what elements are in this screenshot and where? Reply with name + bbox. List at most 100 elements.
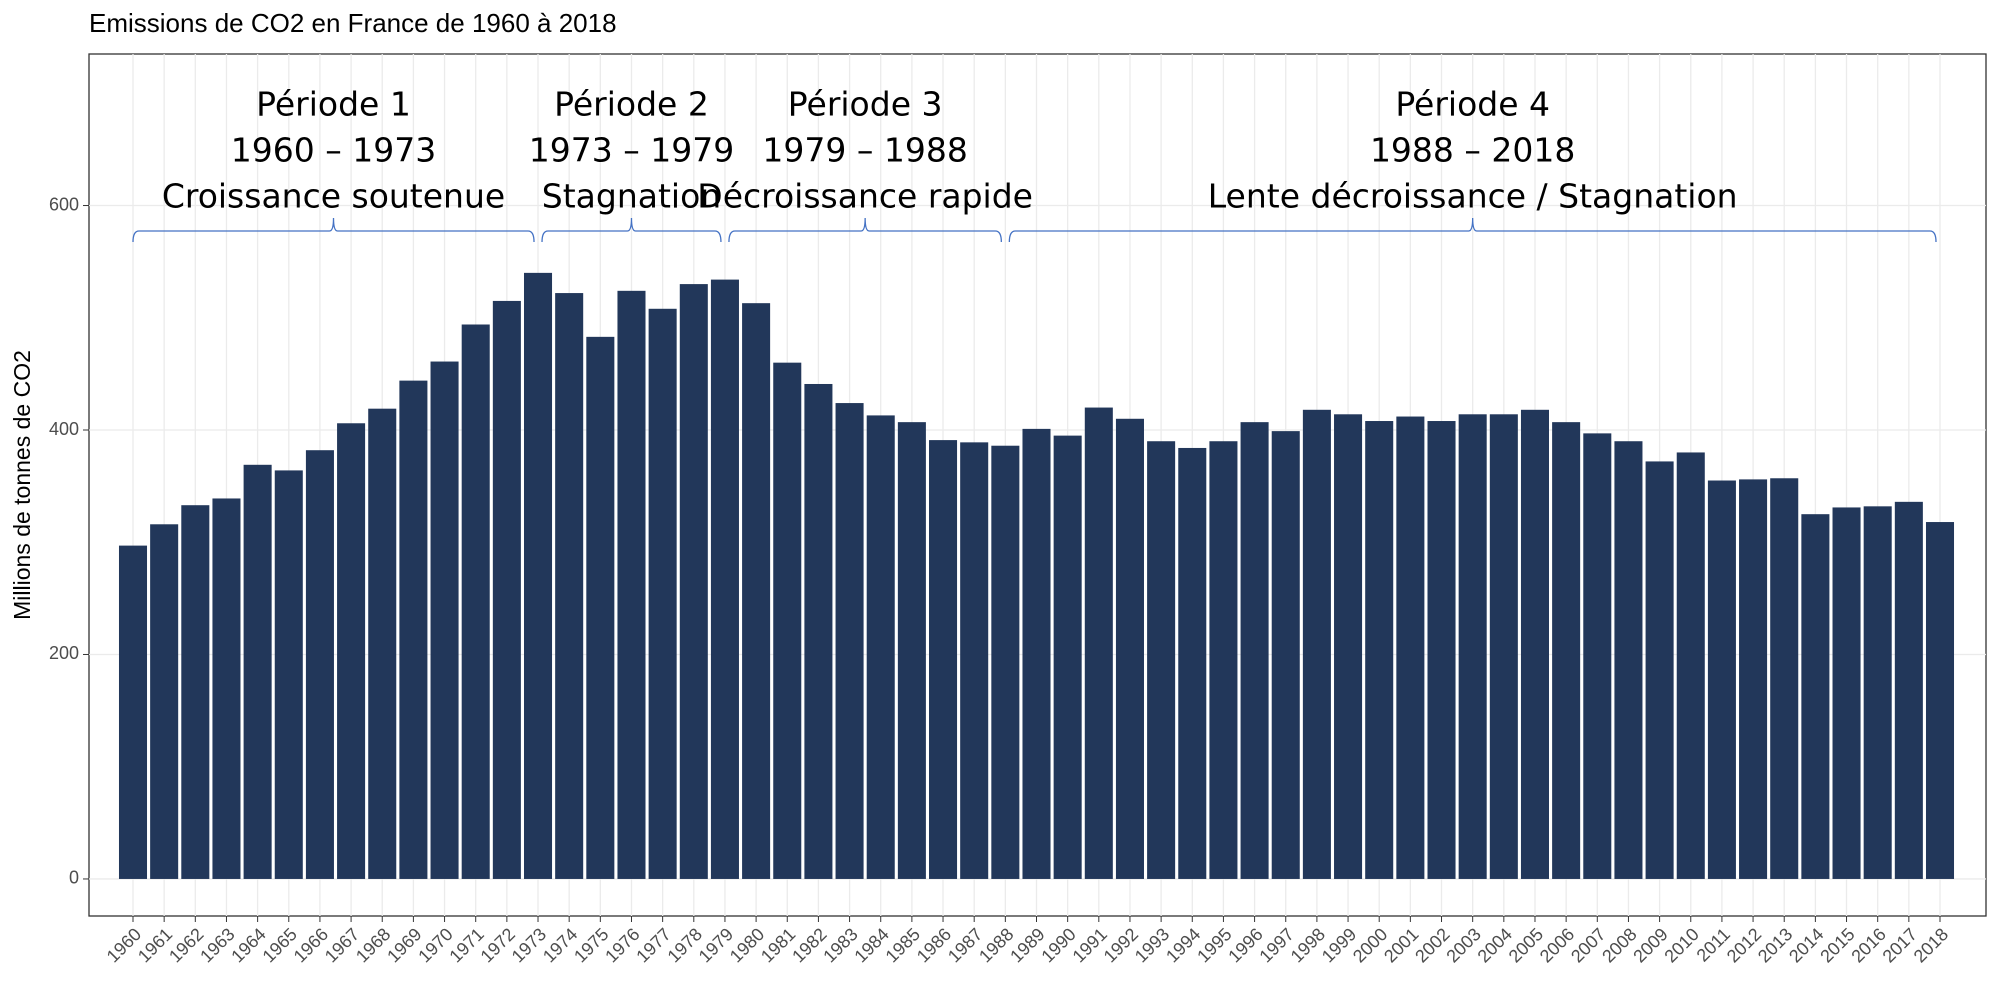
x-tick-label: 1988 (975, 924, 1017, 966)
y-tick-label: 600 (49, 194, 79, 214)
x-tick-label: 1977 (632, 924, 674, 966)
period-label: 1973 – 1979 (529, 131, 734, 170)
x-tick-label: 2000 (1349, 924, 1391, 966)
x-tick-label: 1998 (1287, 924, 1329, 966)
x-tick-label: 1990 (1037, 924, 1079, 966)
x-tick-label: 2004 (1474, 924, 1516, 966)
x-tick-label: 1986 (913, 924, 955, 966)
x-tick-label: 1982 (788, 924, 830, 966)
x-tick-label: 1961 (134, 924, 176, 966)
bar (1676, 452, 1705, 879)
bar (648, 308, 677, 879)
bar (929, 440, 958, 879)
x-tick-label: 1996 (1224, 924, 1266, 966)
x-tick-label: 2013 (1754, 924, 1796, 966)
x-tick-label: 1981 (757, 924, 799, 966)
bar (1302, 409, 1331, 879)
chart-title: Emissions de CO2 en France de 1960 à 201… (89, 8, 617, 38)
bar (1396, 416, 1425, 879)
period-label: 1960 – 1973 (231, 131, 436, 170)
x-tick-label: 1987 (944, 924, 986, 966)
x-tick-label: 1973 (508, 924, 550, 966)
bar (1458, 414, 1487, 879)
bar (1209, 441, 1238, 879)
bar (1801, 514, 1830, 879)
period-bracket (1008, 217, 1937, 243)
bar (118, 545, 148, 879)
period-label: Stagnation (542, 177, 721, 216)
bar (991, 445, 1020, 879)
x-tick-label: 2007 (1567, 924, 1609, 966)
x-tick-label: 1964 (227, 924, 269, 966)
x-tick-label: 1978 (664, 924, 706, 966)
bar (1645, 461, 1674, 879)
bar (586, 336, 615, 879)
bar (1084, 407, 1113, 879)
bar (1832, 507, 1861, 879)
x-tick-label: 2016 (1847, 924, 1889, 966)
x-tick-label: 2010 (1660, 924, 1702, 966)
period-label: Croissance soutenue (162, 177, 505, 216)
bar (492, 300, 521, 879)
x-tick-label: 2003 (1442, 924, 1484, 966)
bar (866, 415, 895, 879)
x-tick-label: 1989 (1006, 924, 1048, 966)
period-label: Période 3 (788, 85, 943, 124)
period-label: Lente décroissance / Stagnation (1208, 177, 1738, 216)
period-label: Décroissance rapide (697, 177, 1033, 216)
x-tick-label: 1965 (259, 924, 301, 966)
x-tick-label: 1991 (1069, 924, 1111, 966)
y-tick-label: 0 (69, 868, 79, 888)
x-tick-label: 2012 (1723, 924, 1765, 966)
bar (1115, 418, 1144, 879)
x-tick-label: 2006 (1536, 924, 1578, 966)
bar (679, 284, 708, 879)
period-label: Période 1 (256, 85, 411, 124)
bar (1053, 435, 1082, 879)
x-tick-label: 1974 (539, 924, 581, 966)
x-tick-label: 2018 (1910, 924, 1952, 966)
x-tick-label: 1999 (1318, 924, 1360, 966)
bar (555, 293, 584, 879)
bar (212, 498, 241, 879)
x-tick-label: 1979 (695, 924, 737, 966)
x-tick-label: 1975 (570, 924, 612, 966)
x-tick-label: 2001 (1380, 924, 1422, 966)
x-tick-label: 1962 (165, 924, 207, 966)
period-label: Période 2 (554, 85, 709, 124)
period-bracket (728, 217, 1002, 243)
bar (1240, 422, 1269, 879)
period-bracket (541, 217, 722, 243)
x-tick-label: 1992 (1100, 924, 1142, 966)
x-tick-label: 2002 (1411, 924, 1453, 966)
x-tick-label: 2008 (1598, 924, 1640, 966)
x-tick-label: 1976 (601, 924, 643, 966)
bar (1863, 506, 1892, 879)
bar (523, 272, 553, 879)
x-tick-label: 1960 (103, 924, 145, 966)
bar (1894, 501, 1923, 879)
x-tick-label: 1983 (819, 924, 861, 966)
x-tick-label: 1969 (383, 924, 425, 966)
x-tick-label: 1994 (1162, 924, 1204, 966)
x-tick-label: 1966 (290, 924, 332, 966)
period-label: Période 4 (1395, 85, 1550, 124)
x-tick-label: 1967 (321, 924, 363, 966)
bar (305, 450, 334, 879)
period-label: 1988 – 2018 (1370, 131, 1575, 170)
x-tick-label: 2015 (1816, 924, 1858, 966)
bar (1739, 479, 1768, 879)
bar (1707, 480, 1736, 879)
x-tick-label: 1971 (445, 924, 487, 966)
x-tick-label: 2011 (1693, 924, 1735, 966)
bar (368, 408, 397, 879)
bar (773, 362, 802, 879)
bar (960, 442, 989, 879)
x-tick-label: 2014 (1785, 924, 1827, 966)
bar (1365, 421, 1394, 879)
bar (430, 361, 459, 879)
y-axis-label: Millions de tonnes de CO2 (9, 350, 35, 620)
bar (1520, 409, 1550, 879)
y-tick-label: 400 (49, 419, 79, 439)
